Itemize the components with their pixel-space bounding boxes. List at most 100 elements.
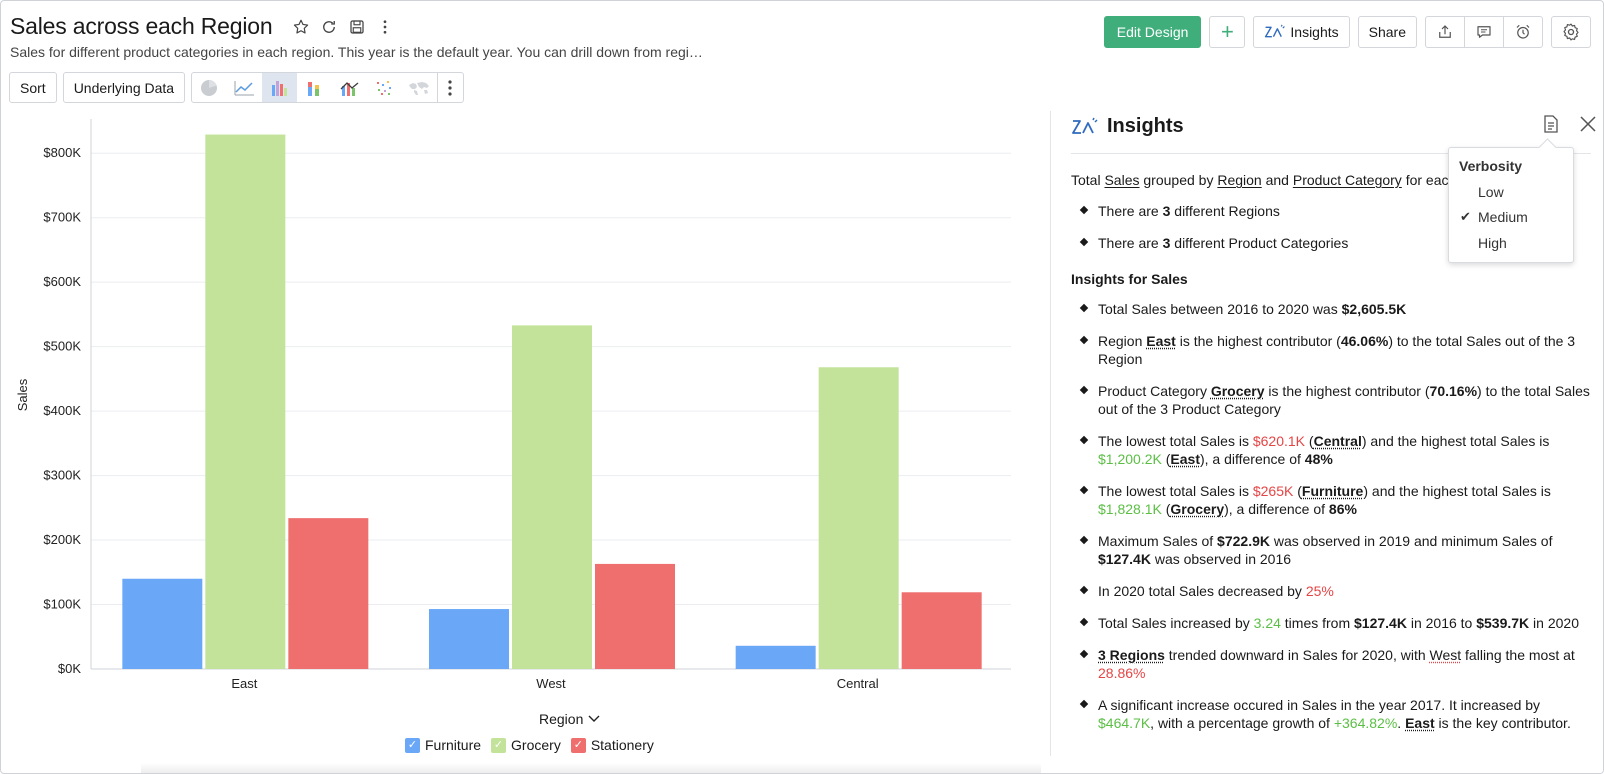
alarm-button[interactable]: [1503, 16, 1543, 48]
insight-item: The lowest total Sales is $620.1K (Centr…: [1071, 432, 1591, 468]
insights-panel: Insights Total Sales grouped by Region a…: [1051, 109, 1603, 773]
dimension-link[interactable]: Region: [1217, 172, 1262, 188]
drill-link[interactable]: Central: [1313, 433, 1362, 449]
chart-type-line[interactable]: [227, 73, 262, 102]
verbosity-option-medium[interactable]: Medium: [1478, 209, 1528, 225]
bar-furniture-central[interactable]: [735, 645, 816, 669]
drill-link[interactable]: East: [1170, 451, 1200, 467]
bar-grocery-east[interactable]: [205, 134, 286, 669]
bar-furniture-east[interactable]: [122, 578, 203, 669]
edit-design-button[interactable]: Edit Design: [1103, 16, 1202, 48]
verbosity-dropdown: Verbosity Low ✔ Medium High: [1448, 147, 1574, 263]
chart-options-more[interactable]: [437, 73, 463, 102]
text: $722.9K: [1217, 533, 1270, 549]
verbosity-option-low[interactable]: Low: [1478, 184, 1504, 200]
bar-grocery-central[interactable]: [818, 367, 899, 669]
drill-link[interactable]: 3 Regions: [1098, 647, 1165, 663]
insights-button[interactable]: Insights: [1253, 16, 1350, 48]
bar-stationery-west[interactable]: [595, 563, 675, 669]
text: is the highest contributor (: [1264, 383, 1430, 399]
chart-type-combination[interactable]: [332, 73, 367, 102]
y-tick-label: $700K: [43, 210, 81, 225]
text: $2,605.5K: [1341, 301, 1407, 317]
y-tick-label: $100K: [43, 597, 81, 612]
text: falling the most at: [1461, 647, 1575, 663]
sort-button[interactable]: Sort: [9, 72, 57, 103]
drill-link[interactable]: Grocery: [1210, 383, 1265, 399]
text: $464.7K: [1098, 715, 1151, 731]
more-vertical-icon[interactable]: [376, 18, 394, 36]
text: is the highest contributor (: [1175, 333, 1341, 349]
bar-chart-icon: [272, 80, 288, 96]
legend-item-grocery[interactable]: ✓ Grocery: [491, 737, 561, 753]
chart-type-bar[interactable]: [262, 73, 298, 102]
text: $1,200.2K: [1098, 451, 1162, 467]
text: different Regions: [1170, 203, 1280, 219]
stacked-bar-chart-icon: [308, 81, 320, 96]
page-subtitle: Sales for different product categories i…: [10, 44, 703, 60]
x-axis-title[interactable]: Region: [539, 711, 600, 727]
star-icon[interactable]: [292, 18, 310, 36]
bar-furniture-west[interactable]: [429, 609, 509, 669]
close-icon[interactable]: [1579, 115, 1597, 138]
text: Total Sales between 2016 to 2020 was: [1098, 301, 1342, 317]
drill-link[interactable]: East: [1146, 333, 1176, 349]
legend-item-stationery[interactable]: ✓ Stationery: [570, 737, 654, 753]
add-button[interactable]: +: [1209, 16, 1246, 48]
checkbox-checked-icon: ✓: [570, 737, 586, 753]
text: There are: [1098, 235, 1163, 251]
bar-stationery-central[interactable]: [901, 592, 982, 669]
drill-link[interactable]: Furniture: [1301, 483, 1364, 499]
underlying-data-button[interactable]: Underlying Data: [62, 72, 186, 103]
comments-button[interactable]: [1464, 16, 1504, 48]
text: The lowest total Sales is: [1098, 433, 1253, 449]
measure-link[interactable]: Sales: [1104, 172, 1140, 188]
drill-link[interactable]: Grocery: [1170, 501, 1225, 517]
text: trended downward in Sales for 2020, with: [1164, 647, 1430, 663]
text: 48%: [1304, 451, 1333, 467]
title-row: Sales across each Region: [10, 13, 394, 40]
text: 3.24: [1253, 615, 1281, 631]
chart-toolbar: Sort Underlying Data: [9, 72, 465, 103]
drill-link[interactable]: West: [1429, 647, 1462, 663]
summary-item: There are 3 different Regions: [1071, 202, 1591, 220]
chart-type-pie[interactable]: [192, 73, 227, 102]
chevron-down-icon: [588, 715, 600, 722]
verbosity-document-icon[interactable]: [1543, 115, 1559, 138]
legend-item-furniture[interactable]: ✓ Furniture: [405, 737, 481, 753]
dimension-link[interactable]: Product Category: [1292, 172, 1402, 188]
bar-chart: $0K $100K $200K $300K $400K $500K $600K $700K $8…: [15, 119, 1011, 691]
bar-stationery-east[interactable]: [288, 518, 369, 669]
scroll-fade: [1051, 743, 1603, 773]
chart-type-stacked-bar[interactable]: [297, 73, 332, 102]
text: There are: [1098, 203, 1163, 219]
settings-button[interactable]: [1551, 16, 1591, 48]
insight-item: Total Sales between 2016 to 2020 was $2,…: [1071, 300, 1591, 318]
verbosity-option-high[interactable]: High: [1478, 235, 1507, 251]
page-title: Sales across each Region: [10, 13, 273, 39]
view-actions-group: [1425, 16, 1543, 48]
share-button[interactable]: Share: [1357, 16, 1417, 48]
text: 3: [1162, 203, 1171, 219]
y-tick-label: $200K: [43, 532, 81, 547]
scatter-chart-icon: [377, 80, 392, 95]
refresh-icon[interactable]: [320, 18, 338, 36]
y-tick-label: $400K: [43, 403, 81, 418]
x-axis-label: Region: [539, 711, 584, 727]
text: was observed in 2016: [1150, 551, 1292, 567]
chart-type-selector: [191, 72, 465, 103]
insight-item: A significant increase occured in Sales …: [1071, 696, 1591, 732]
text: $265K: [1252, 483, 1294, 499]
drill-link[interactable]: East: [1405, 715, 1435, 731]
chart-type-map[interactable]: [402, 73, 437, 102]
text: +364.82%: [1333, 715, 1398, 731]
save-icon[interactable]: [348, 18, 366, 36]
legend-label: Furniture: [425, 737, 482, 753]
export-button[interactable]: [1425, 16, 1465, 48]
text: was observed in 2019 and minimum Sales o…: [1269, 533, 1553, 549]
chart-type-scatter[interactable]: [367, 73, 402, 102]
insights-panel-header: Insights: [1071, 115, 1184, 138]
bar-grocery-west[interactable]: [512, 325, 592, 669]
gear-icon: [1563, 23, 1579, 41]
